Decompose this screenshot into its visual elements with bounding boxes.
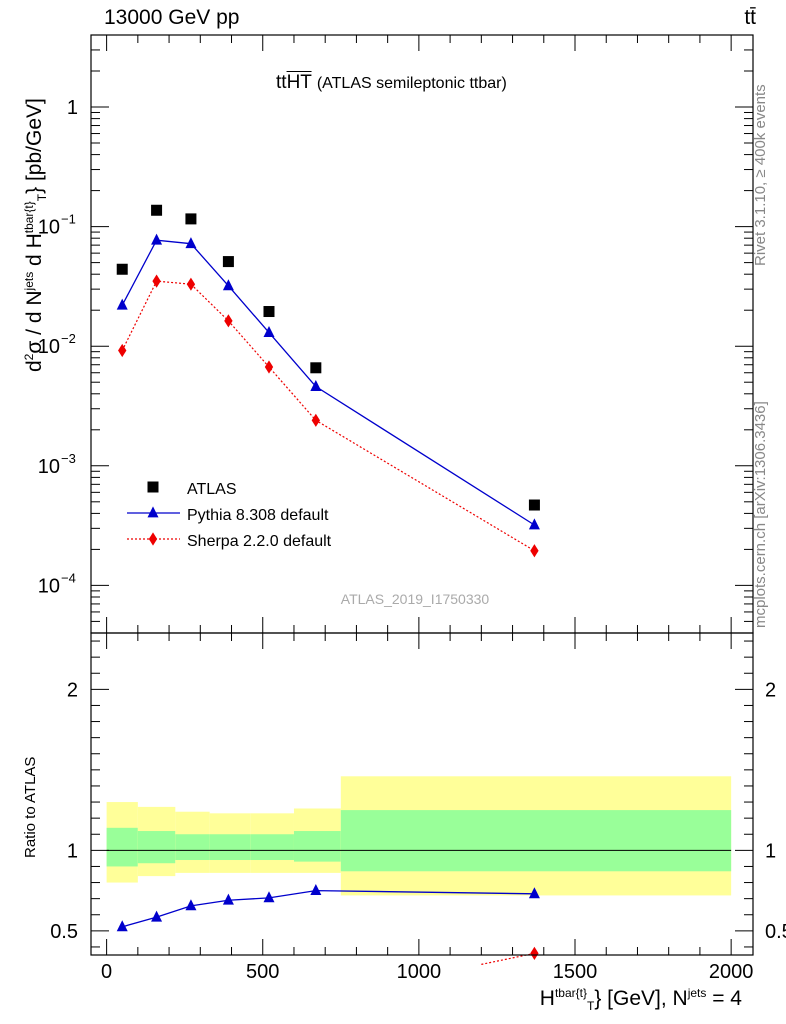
x-tick-label: 1000 [397,961,442,983]
y-tick-label: 10 [38,217,60,239]
atlas-point [185,213,197,225]
legend-sherpa-label: Sherpa 2.2.0 default [187,533,332,550]
atlas-point [116,263,128,275]
x-tick-label: 500 [246,961,279,983]
y-tick-label: 10 [38,575,60,597]
sherpa-point [264,360,274,374]
y-tick-label: 10 [38,336,60,358]
band-inner [209,834,251,861]
atlas-point [310,362,322,374]
sherpa-point [152,274,161,288]
plot-title-sub: (ATLAS semileptonic ttbar) [316,75,507,92]
sherpa-point [118,343,127,358]
pythia-point [185,237,197,249]
ratio-y-tick-label-left: 1 [67,840,78,862]
plot-title: ttHT (ATLAS semileptonic ttbar) [276,72,507,94]
pythia-ratio-point [116,920,128,932]
y-tick-label-exponent: −1 [61,212,76,227]
band-inner [106,827,138,867]
legend-pythia-marker [147,506,159,518]
pythia-line [121,239,535,526]
pythia-ratio-point [185,899,197,911]
x-tick-label: 1500 [553,961,598,983]
process-label: tt̄ [744,6,756,29]
band-inner [250,834,294,861]
pythia-ratio-point [263,891,275,903]
x-tick-label: 2000 [709,961,754,983]
band-inner [293,831,341,862]
y-tick-label-exponent: −2 [61,331,76,346]
pythia-ratio-point [528,887,540,899]
sherpa-point [530,544,539,558]
sherpa-ratio-point [530,946,539,960]
pythia-ratio-line [122,889,535,928]
pythia-point [151,233,163,245]
ratio-uncertainty-bands [106,776,732,896]
atlas-point [263,306,275,318]
pythia-ratio-point [151,910,163,922]
ratio-y-tick-label-right: 1 [765,840,776,862]
atlas-point [222,256,234,268]
sherpa-point [224,314,233,328]
plot-title-main: ttHT [276,72,312,93]
atlas-point [151,204,163,216]
y-tick-label: 1 [67,97,78,119]
legend-atlas-marker [147,481,159,493]
atlas-point [528,499,540,511]
ratio-series-layer [116,884,540,965]
pythia-ratio-point [310,884,322,895]
ratio-y-tick-label-right: 2 [765,679,776,701]
pythia-point [528,518,540,530]
energy-label: 13000 GeV pp [104,6,240,29]
pythia-point [310,379,322,391]
pythia-ratio-point [222,893,234,905]
y-tick-label-exponent: −4 [61,570,76,585]
band-inner [137,831,176,864]
ratio-y-tick-label-left: 2 [67,679,78,701]
sherpa-point [311,413,321,427]
band-inner [175,834,210,861]
series-layer [116,204,540,558]
legend-sherpa-marker [148,532,158,546]
legend: ATLAS Pythia 8.308 default Sherpa 2.2.0 de… [127,481,332,550]
ratio-y-tick-label-right: 0.5 [765,921,786,943]
pythia-point [263,325,275,337]
axes-layer: 0500100015002000110−110−210−310−40.50.51… [38,34,786,983]
pythia-point [116,298,128,310]
x-axis-label: Htbar{t}T} [GeV], Njets = 4 [539,986,742,1014]
x-tick-label: 0 [101,961,112,983]
legend-pythia-label: Pythia 8.308 default [187,507,329,524]
ratio-y-tick-label-left: 0.5 [50,921,78,943]
legend-atlas-label: ATLAS [187,481,237,498]
pythia-point [222,279,234,291]
band-inner [340,810,732,872]
ratio-panel-frame [90,632,754,956]
sherpa-point [186,277,196,291]
y-tick-label-exponent: −3 [61,451,76,466]
y-tick-label: 10 [38,456,60,478]
analysis-watermark: ATLAS_2019_I1750330 [341,591,490,607]
